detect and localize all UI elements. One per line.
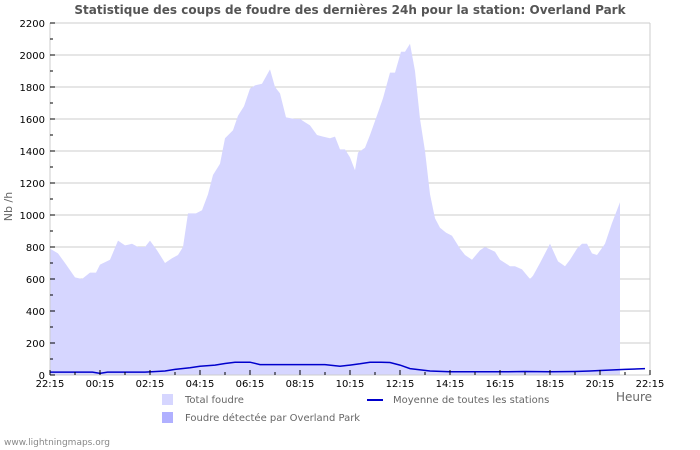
- svg-text:04:15: 04:15: [186, 379, 215, 390]
- svg-text:00:15: 00:15: [86, 379, 115, 390]
- svg-text:0: 0: [39, 371, 45, 382]
- svg-text:16:15: 16:15: [486, 379, 515, 390]
- axes: [49, 22, 651, 376]
- y-tick-labels: 0 200 400 600 800 1000 1200 1400 1600 1800 2000 220…: [20, 19, 45, 382]
- svg-text:1000: 1000: [20, 211, 45, 222]
- chart-title: Statistique des coups de foudre des dern…: [74, 3, 626, 17]
- svg-text:02:15: 02:15: [136, 379, 165, 390]
- total-foudre-area: [50, 43, 620, 376]
- svg-text:600: 600: [26, 275, 45, 286]
- svg-text:22:15: 22:15: [636, 379, 665, 390]
- y-axis-label: Nb /h: [2, 191, 16, 222]
- x-tick-labels: 22:15 00:15 02:15 04:15 06:15 08:15 10:15 12:15…: [36, 379, 665, 390]
- svg-text:2000: 2000: [20, 51, 45, 62]
- svg-text:10:15: 10:15: [336, 379, 365, 390]
- svg-text:08:15: 08:15: [286, 379, 315, 390]
- y-axis-label-wrap: Nb /h: [0, 192, 20, 221]
- svg-text:1200: 1200: [20, 179, 45, 190]
- svg-text:12:15: 12:15: [386, 379, 415, 390]
- svg-text:22:15: 22:15: [36, 379, 65, 390]
- svg-text:18:15: 18:15: [536, 379, 565, 390]
- svg-text:14:15: 14:15: [436, 379, 465, 390]
- x-axis-label: Heure: [616, 390, 653, 404]
- svg-text:200: 200: [26, 339, 45, 350]
- average-line: [50, 361, 646, 375]
- svg-text:1400: 1400: [20, 147, 45, 158]
- svg-text:1600: 1600: [20, 115, 45, 126]
- footer-credit: www.lightningmaps.org: [4, 438, 110, 448]
- svg-text:20:15: 20:15: [586, 379, 615, 390]
- svg-text:400: 400: [26, 307, 45, 318]
- svg-text:800: 800: [26, 243, 45, 254]
- svg-text:2200: 2200: [20, 19, 45, 30]
- svg-text:06:15: 06:15: [236, 379, 265, 390]
- svg-text:1800: 1800: [20, 83, 45, 94]
